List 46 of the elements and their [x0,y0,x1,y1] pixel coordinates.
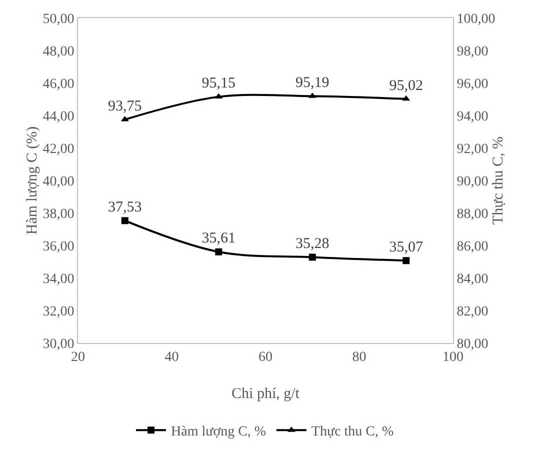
x-tick-label: 20 [71,350,85,365]
y2-tick-label: 86,00 [456,239,488,254]
data-label: 93,75 [108,98,142,114]
y-tick-label: 50,00 [42,12,74,27]
y2-tick-label: 98,00 [456,44,488,60]
point [215,248,222,256]
y-axis-title: Hàm lượng C (%) [24,126,41,235]
y2-tick-label: 90,00 [456,174,488,190]
y-tick-label: 30,00 [42,336,74,352]
x-tick-label: 40 [164,350,179,365]
point [214,93,223,99]
x-tick-label: 100 [442,350,464,365]
legend-label: Thực thu C, % [311,424,394,440]
y-tick-label: 36,00 [42,239,74,254]
y2-tick-label: 88,00 [456,206,488,222]
x-axis-title: Chi phí, g/t [232,386,300,402]
data-label: 95,19 [296,75,330,92]
y2-axis-title: Thực thu C, % [490,136,506,225]
data-label: 35,07 [389,239,424,256]
y2-tick-label: 94,00 [456,109,488,124]
y2-tick-label: 92,00 [456,142,488,157]
y-tick-label: 44,00 [42,109,74,124]
y-tick-label: 48,00 [42,44,74,60]
y-tick-label: 46,00 [42,76,74,92]
y2-tick-label: 84,00 [456,272,488,287]
y2-tick-label: 80,00 [456,336,488,352]
y-tick-label: 38,00 [42,206,74,222]
y-tick-label: 32,00 [42,304,74,320]
y-tick-label: 42,00 [42,142,74,157]
point [308,254,316,261]
data-label: 37,53 [108,200,142,216]
y-tick-label: 40,00 [42,174,74,190]
point [402,95,410,101]
legend-label: Hàm lượng C, % [171,424,266,440]
x-tick-label: 80 [352,350,366,365]
data-label: 35,61 [202,230,236,247]
point [402,257,410,264]
data-label: 95,02 [389,78,424,94]
y-tick-label: 34,00 [42,272,74,287]
x-tick-label: 60 [258,350,272,365]
y2-tick-label: 96,00 [456,76,488,92]
y2-tick-label: 82,00 [456,304,488,320]
y2-tick-label: 100,00 [456,12,496,27]
data-label: 35,28 [296,236,330,252]
data-label: 95,15 [202,76,236,92]
point [121,217,128,224]
